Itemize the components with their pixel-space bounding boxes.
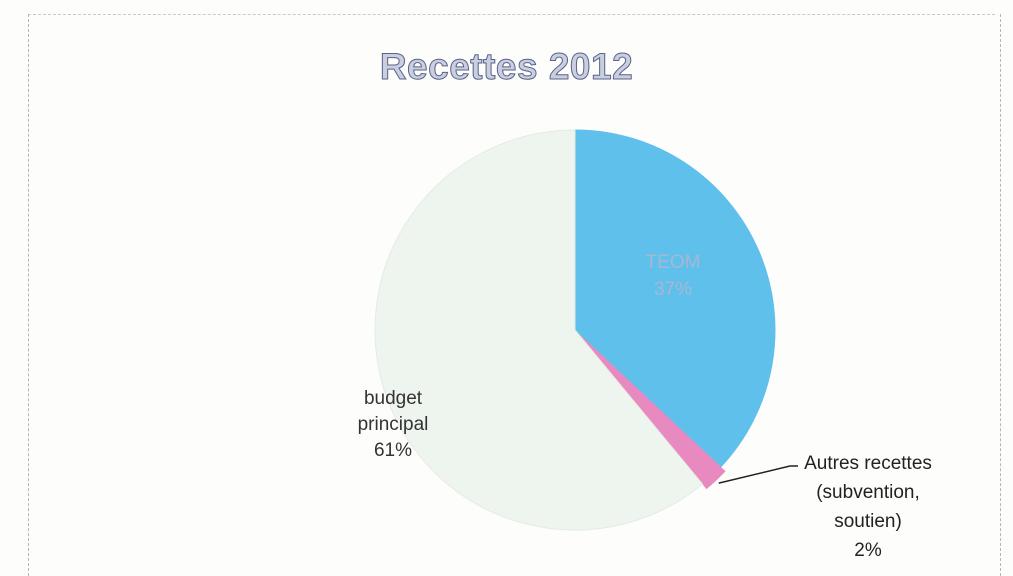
pie-slices — [374, 129, 776, 531]
slice-label-budget-principal: budget principal 61% — [358, 388, 429, 461]
slice-label-autres-recettes: Autres recettes (subvention, soutien) 2% — [804, 453, 932, 561]
slice-teom — [574, 129, 776, 468]
leader-line-autres-recettes — [718, 465, 798, 484]
frame-border-left — [28, 14, 29, 576]
slice-label-teom: TEOM 37% — [646, 252, 701, 300]
chart-title: Recettes 2012 — [379, 46, 634, 88]
slice-labels: budget principal 61% TEOM 37% Autres recettes… — [358, 252, 932, 561]
slice-budget-principal — [374, 129, 704, 531]
slice-autres-recettes — [578, 334, 726, 490]
leader-lines — [718, 465, 798, 484]
frame-border-top — [28, 14, 995, 15]
frame-border-right — [1000, 14, 1001, 576]
